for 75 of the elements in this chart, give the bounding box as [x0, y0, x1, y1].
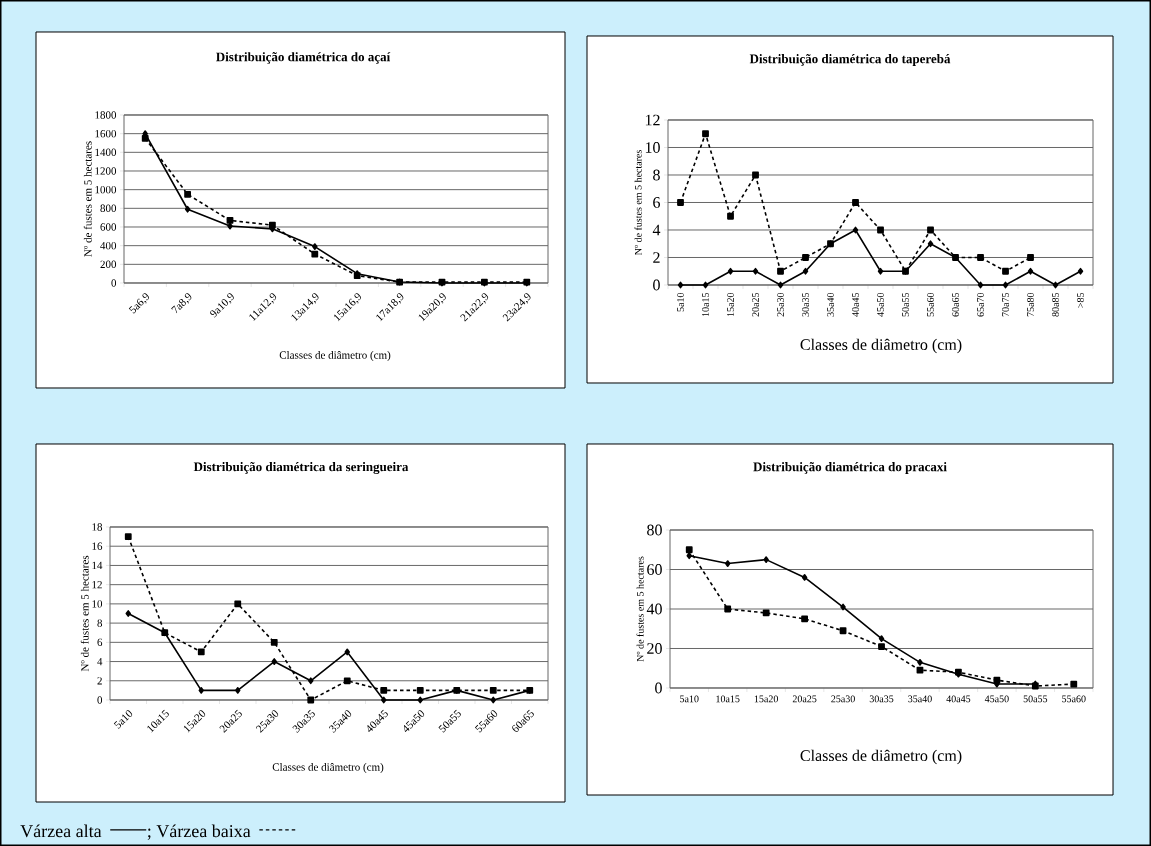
y-tick-label: 6 [97, 638, 103, 647]
y-tick-label: 6 [653, 197, 661, 208]
x-tick-label: 65a70 [977, 292, 984, 317]
x-tick-label: 40a45 [946, 695, 971, 703]
y-axis-title: Nº de fustes em 5 hectares [636, 556, 644, 662]
y-axis-title: Nº de fustes em 5 hectares [80, 555, 89, 672]
y-tick-label: 80 [647, 524, 662, 536]
y-tick-label: 12 [645, 114, 660, 126]
x-tick-label: 15a20 [727, 292, 734, 317]
x-tick-label: 40a45 [852, 292, 859, 317]
x-tick-label: 60a65 [952, 292, 959, 317]
y-tick-label: 2 [653, 252, 660, 263]
x-tick-label: 55a60 [927, 292, 934, 317]
y-tick-label: 18 [92, 523, 103, 531]
legend-label: Várzea baixa [156, 824, 251, 838]
y-tick-label: 60 [647, 564, 662, 575]
x-tick-label: 20a25 [752, 292, 759, 317]
x-axis-title: Classes de diâmetro (cm) [800, 749, 962, 765]
chart-title: Distribuição diamétrica do pracaxi [753, 462, 947, 474]
x-tick-label: 50a55 [902, 292, 909, 317]
x-tick-label: 30a35 [802, 292, 809, 317]
y-tick-label: 10 [92, 600, 103, 608]
x-tick-label: 45a50 [877, 292, 884, 317]
legend-label: Várzea alta [20, 824, 102, 838]
x-tick-label: 10a15 [716, 695, 740, 703]
y-tick-label: 0 [655, 682, 662, 694]
x-tick-label: 30a35 [869, 695, 894, 703]
y-tick-label: 600 [100, 223, 117, 231]
x-tick-label: 15a20 [754, 695, 778, 703]
y-tick-label: 4 [97, 657, 103, 666]
x-tick-label: 50a55 [1023, 695, 1048, 703]
x-tick-label: 75a80 [1027, 292, 1034, 317]
y-tick-label: 14 [92, 561, 103, 570]
x-axis-title: Classes de diâmetro (cm) [279, 350, 391, 361]
y-tick-label: 1600 [95, 129, 117, 138]
x-tick-label: 35a40 [827, 292, 834, 317]
y-tick-label: 20 [647, 643, 662, 654]
y-tick-label: 4 [652, 224, 661, 236]
y-tick-label: 400 [100, 241, 117, 250]
y-tick-label: 1800 [95, 111, 117, 119]
chart-title: Distribuição diamétrica do açaí [216, 52, 391, 64]
y-axis-title: Nº de fustes em 5 hectares [83, 141, 92, 257]
y-tick-label: 0 [653, 279, 660, 291]
y-tick-label: 8 [97, 619, 103, 627]
x-tick-label: 20a25 [792, 695, 817, 703]
y-tick-label: 1400 [95, 148, 117, 157]
y-tick-label: 2 [97, 677, 102, 685]
x-tick-label: 10a15 [702, 292, 709, 317]
x-axis-title: Classes de diâmetro (cm) [800, 338, 962, 354]
x-tick-label: 25a30 [777, 292, 784, 317]
y-tick-label: 16 [92, 542, 103, 550]
x-tick-label: 5a10 [680, 695, 699, 703]
y-axis-title: Nº de fustes em 5 hectares [634, 150, 642, 255]
x-tick-label: 5a10 [677, 292, 684, 312]
y-tick-label: 0 [97, 696, 103, 704]
y-tick-label: 0 [111, 279, 117, 287]
y-tick-label: 800 [100, 204, 117, 213]
chart-title: Distribuição diamétrica da seringueira [193, 462, 409, 474]
x-tick-label: 35a40 [908, 695, 932, 703]
x-tick-label: >85 [1077, 292, 1084, 308]
y-tick-label: 1200 [95, 167, 117, 175]
text: ; [147, 828, 151, 840]
x-tick-label: 45a50 [984, 695, 1009, 703]
chart-title: Distribuição diamétrica do taperebá [749, 54, 951, 66]
y-tick-label: 1000 [95, 185, 117, 194]
x-tick-label: 25a30 [831, 695, 855, 703]
x-tick-label: 80a85 [1052, 292, 1059, 317]
y-tick-label: 40 [646, 603, 662, 615]
x-axis-title: Classes de diâmetro (cm) [272, 763, 384, 773]
x-tick-label: 70a75 [1002, 292, 1009, 317]
y-tick-label: 200 [100, 260, 117, 269]
x-tick-label: 55a60 [1062, 695, 1086, 703]
y-tick-label: 8 [653, 169, 660, 181]
y-tick-label: 10 [645, 142, 660, 153]
y-tick-label: 12 [92, 581, 102, 589]
